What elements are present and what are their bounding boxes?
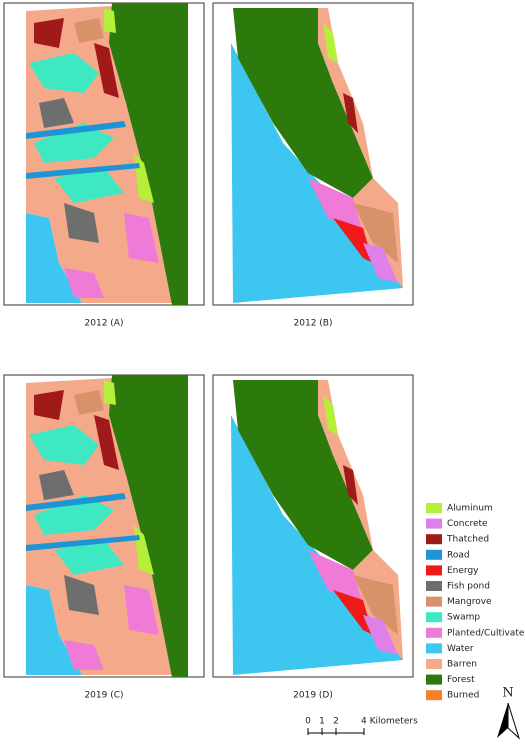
land-cover-area (34, 390, 64, 420)
land-cover-area (26, 493, 126, 511)
land-cover-area (54, 540, 124, 575)
land-cover-area (233, 8, 373, 198)
land-cover-area (34, 495, 114, 535)
land-cover-area (26, 121, 126, 139)
land-cover-area (124, 585, 159, 635)
land-cover-area (363, 615, 398, 655)
arrow-right (507, 702, 521, 740)
panel-caption: 2012 (A) (85, 319, 124, 329)
land-cover-area (233, 380, 373, 570)
north-arrow: N (497, 686, 521, 740)
scale-label: 4 Kilometers (361, 717, 418, 727)
land-cover-area (29, 53, 99, 93)
panel-caption: 2019 (D) (293, 691, 333, 701)
legend-swatch (426, 534, 442, 545)
legend-swatch (426, 627, 442, 638)
land-cover-area (308, 178, 363, 233)
land-cover-area (94, 415, 119, 470)
land-cover-area (26, 535, 140, 551)
land-cover-area (363, 243, 398, 283)
legend-label: Energy (447, 566, 479, 576)
arrow-left (497, 703, 508, 738)
scale-bar: 0 1 2 4 Kilometers (305, 717, 418, 735)
map-panel (3, 2, 205, 306)
land-cover-area (104, 8, 116, 33)
legend-label: Fish pond (447, 582, 490, 592)
land-cover-area (323, 23, 338, 63)
land-cover-area (109, 375, 188, 677)
legend-swatch (426, 549, 442, 560)
legend-label: Swamp (447, 613, 480, 623)
scale-label: 0 (305, 717, 311, 727)
map-panel (3, 374, 205, 678)
legend-swatch (426, 690, 442, 701)
legend-label: Planted/Cultivate (447, 628, 525, 638)
land-cover-area (29, 425, 99, 465)
map-panel (212, 2, 414, 306)
map-panel (212, 374, 414, 678)
legend-swatch (426, 581, 442, 591)
land-cover-area (343, 465, 358, 505)
legend-label: Barren (447, 660, 477, 670)
land-cover-area (323, 395, 338, 435)
land-cover-area (39, 470, 74, 500)
panel-caption: 2019 (C) (84, 691, 123, 701)
legend-swatch (426, 503, 442, 513)
land-cover-area (26, 213, 82, 303)
legend-label: Road (447, 550, 470, 560)
land-cover-area (343, 93, 358, 133)
land-cover-area (94, 43, 119, 98)
land-cover-area (104, 380, 116, 405)
legend-label: Mangrove (447, 597, 492, 607)
land-cover-area (74, 18, 104, 43)
legend-label: Forest (447, 675, 475, 685)
land-cover-area (64, 640, 104, 670)
land-cover-area (39, 98, 74, 128)
legend-label: Burned (447, 691, 479, 701)
land-cover-area (26, 585, 82, 675)
legend-label: Water (447, 644, 474, 654)
north-label: N (502, 686, 513, 701)
scale-label: 1 (319, 717, 325, 727)
land-cover-area (64, 268, 104, 298)
land-cover-area (333, 590, 373, 635)
legend-swatch (426, 643, 442, 654)
land-cover-area (353, 203, 398, 263)
legend-swatch (426, 565, 442, 576)
legend-swatch (426, 659, 442, 669)
legend-label: Thatched (446, 535, 489, 545)
land-cover-area (64, 203, 99, 243)
legend-swatch (426, 518, 442, 529)
scale-label: 2 (333, 717, 339, 727)
land-cover-area (124, 213, 159, 263)
legend-label: Concrete (447, 519, 488, 529)
land-cover-area (353, 575, 398, 635)
land-cover-area (26, 163, 140, 179)
legend-swatch (426, 612, 442, 623)
land-cover-area (333, 218, 373, 263)
legend-label: Aluminum (447, 504, 493, 514)
legend-swatch (426, 674, 442, 685)
land-cover-area (64, 575, 99, 615)
land-cover-area (54, 168, 124, 203)
land-cover-area (34, 18, 64, 48)
land-cover-area (308, 550, 363, 605)
land-cover-area (34, 123, 114, 163)
panel-caption: 2012 (B) (294, 319, 333, 329)
land-cover-area (109, 3, 188, 305)
legend-swatch (426, 596, 442, 607)
land-cover-area (74, 390, 104, 415)
